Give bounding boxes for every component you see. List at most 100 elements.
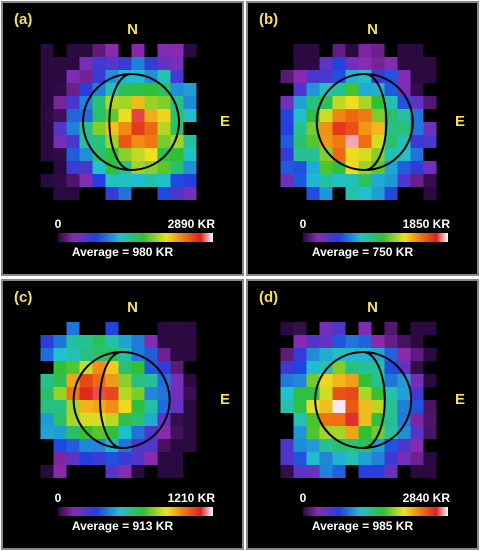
heatmap-cell <box>294 148 307 161</box>
heatmap-cell <box>411 135 424 148</box>
heatmap-cell <box>346 96 359 109</box>
heatmap-cell <box>359 322 372 335</box>
scale-min: 0 <box>55 491 62 505</box>
heatmap-cell <box>333 452 346 465</box>
heatmap-cell <box>333 109 346 122</box>
heatmap-cell <box>184 387 197 400</box>
heatmap-cell <box>119 400 132 413</box>
heatmap-cell <box>119 374 132 387</box>
heatmap-cell <box>294 135 307 148</box>
heatmap-cell <box>411 83 424 96</box>
heatmap-cell <box>145 174 158 187</box>
heatmap-cell <box>80 83 93 96</box>
heatmap-cell <box>333 122 346 135</box>
heatmap-cell <box>158 161 171 174</box>
heatmap-cell <box>294 57 307 70</box>
heatmap-cell <box>171 161 184 174</box>
heatmap-cell <box>158 109 171 122</box>
heatmap-cell <box>307 83 320 96</box>
heatmap-cell <box>184 174 197 187</box>
heatmap-cell <box>385 335 398 348</box>
heatmap-cell <box>132 387 145 400</box>
heatmap-cell <box>158 96 171 109</box>
heatmap-cell <box>294 96 307 109</box>
heatmap-cell <box>158 83 171 96</box>
heatmap-cell <box>320 361 333 374</box>
heatmap-cell <box>307 361 320 374</box>
panel: (d)NE02840 KRAverage = 985 KR <box>247 280 478 549</box>
heatmap-cell <box>346 148 359 161</box>
heatmap-cell <box>54 374 67 387</box>
heatmap-cell <box>67 335 80 348</box>
heatmap-cell <box>145 413 158 426</box>
heatmap-cell <box>67 135 80 148</box>
heatmap-cell <box>307 174 320 187</box>
colorbar <box>58 233 213 242</box>
heatmap-cell <box>372 57 385 70</box>
heatmap-cell <box>333 96 346 109</box>
heatmap-cell <box>333 426 346 439</box>
heatmap-cell <box>41 374 54 387</box>
heatmap-cell <box>54 452 67 465</box>
heatmap-cell <box>294 348 307 361</box>
heatmap-cell <box>294 400 307 413</box>
heatmap-cell <box>411 96 424 109</box>
heatmap-cell <box>333 174 346 187</box>
heatmap-cell <box>80 439 93 452</box>
heatmap-cell <box>184 96 197 109</box>
heatmap-cell <box>424 400 437 413</box>
heatmap-cell <box>67 426 80 439</box>
heatmap-cell <box>132 135 145 148</box>
heatmap-cell <box>184 322 197 335</box>
heatmap-cell <box>333 322 346 335</box>
heatmap-cell <box>294 174 307 187</box>
heatmap-cell <box>41 57 54 70</box>
heatmap-cell <box>93 44 106 57</box>
heatmap-cell <box>359 400 372 413</box>
east-label: E <box>220 391 230 408</box>
heatmap-cell <box>320 187 333 200</box>
heatmap-cell <box>67 161 80 174</box>
heatmap-cell <box>119 122 132 135</box>
heatmap-cell <box>67 361 80 374</box>
heatmap-cell <box>411 161 424 174</box>
heatmap-cell <box>93 122 106 135</box>
heatmap-cell <box>359 135 372 148</box>
heatmap-cell <box>80 148 93 161</box>
heatmap-cell <box>41 122 54 135</box>
heatmap-cell <box>119 83 132 96</box>
heatmap-cell <box>41 348 54 361</box>
north-label: N <box>127 21 138 38</box>
heatmap-cell <box>67 452 80 465</box>
heatmap-cell <box>294 426 307 439</box>
heatmap-cell <box>294 361 307 374</box>
heatmap-cell <box>424 348 437 361</box>
heatmap-cell <box>411 70 424 83</box>
heatmap-cell <box>158 187 171 200</box>
heatmap-cell <box>119 109 132 122</box>
heatmap-cell <box>424 122 437 135</box>
heatmap-cell <box>411 374 424 387</box>
heatmap-cell <box>80 161 93 174</box>
heatmap-cell <box>281 452 294 465</box>
heatmap-cell <box>132 426 145 439</box>
heatmap-cell <box>281 161 294 174</box>
heatmap-cell <box>106 413 119 426</box>
scale-min: 0 <box>300 217 307 231</box>
heatmap-cell <box>171 348 184 361</box>
heatmap-cell <box>307 57 320 70</box>
heatmap-cell <box>145 400 158 413</box>
heatmap-cell <box>346 187 359 200</box>
heatmap-cell <box>398 109 411 122</box>
heatmap-cell <box>184 374 197 387</box>
heatmap-cell <box>41 109 54 122</box>
heatmap-cell <box>411 452 424 465</box>
heatmap-cell <box>411 413 424 426</box>
heatmap-cell <box>307 465 320 478</box>
heatmap-cell <box>132 174 145 187</box>
heatmap-cell <box>119 387 132 400</box>
heatmap-cell <box>132 361 145 374</box>
heatmap-cell <box>119 465 132 478</box>
heatmap-cell <box>67 70 80 83</box>
heatmap-cell <box>171 400 184 413</box>
